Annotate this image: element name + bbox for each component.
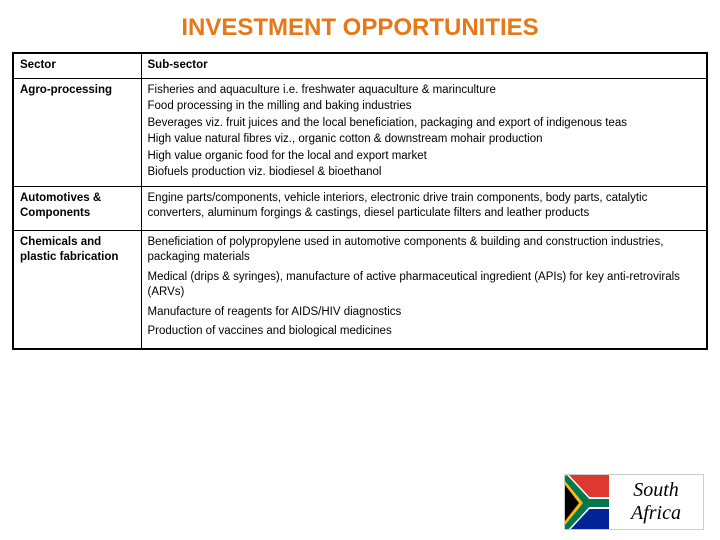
subsector-lines: Engine parts/components, vehicle interio… [148,191,701,222]
subsector-line: Production of vaccines and biological me… [148,324,701,340]
south-africa-logo: South Africa [564,474,704,530]
opportunities-table: Sector Sub-sector Agro-processing Fisher… [12,52,708,350]
subsector-line: Beverages viz. fruit juices and the loca… [148,116,701,132]
subsector-line: Manufacture of reagents for AIDS/HIV dia… [148,305,701,321]
sector-cell: Chemicals and plastic fabrication [13,230,141,349]
sector-cell: Automotives & Components [13,186,141,230]
page-title: INVESTMENT OPPORTUNITIES [0,0,720,52]
subsector-line: Medical (drips & syringes), manufacture … [148,270,701,301]
sector-cell: Agro-processing [13,78,141,186]
table-header-row: Sector Sub-sector [13,53,707,78]
subsector-line: Food processing in the milling and bakin… [148,99,701,115]
subsector-line: High value organic food for the local an… [148,149,701,165]
subsector-line: High value natural fibres viz., organic … [148,132,701,148]
table-row: Automotives & Components Engine parts/co… [13,186,707,230]
header-subsector: Sub-sector [141,53,707,78]
sa-flag-icon [565,475,609,529]
subsector-lines: Beneficiation of polypropylene used in a… [148,235,701,340]
subsector-cell: Engine parts/components, vehicle interio… [141,186,707,230]
table-row: Agro-processing Fisheries and aquacultur… [13,78,707,186]
subsector-line: Fisheries and aquaculture i.e. freshwate… [148,83,701,99]
subsector-lines: Fisheries and aquaculture i.e. freshwate… [148,83,701,181]
subsector-line: Beneficiation of polypropylene used in a… [148,235,701,266]
subsector-line: Engine parts/components, vehicle interio… [148,191,701,222]
subsector-line: Biofuels production viz. biodiesel & bio… [148,165,701,181]
subsector-cell: Fisheries and aquaculture i.e. freshwate… [141,78,707,186]
subsector-cell: Beneficiation of polypropylene used in a… [141,230,707,349]
table-row: Chemicals and plastic fabrication Benefi… [13,230,707,349]
brand-text: South Africa [609,479,703,525]
header-sector: Sector [13,53,141,78]
